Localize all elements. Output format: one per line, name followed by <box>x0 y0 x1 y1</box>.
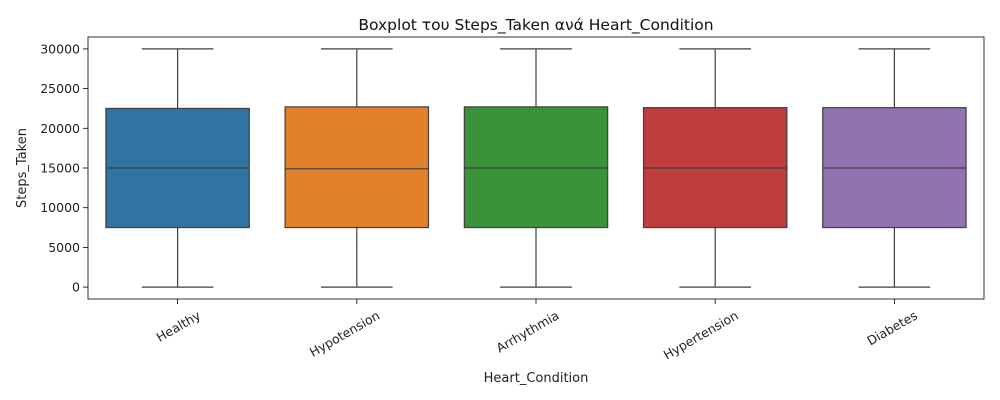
chart-title: Boxplot του Steps_Taken ανά Heart_Condit… <box>358 16 713 35</box>
box-iqr <box>463 106 609 229</box>
box-group <box>463 48 609 288</box>
y-tick-label: 10000 <box>40 200 80 215</box>
box-group <box>105 48 250 288</box>
x-tick-label: Arrhythmia <box>494 308 562 356</box>
y-axis: 0 5000 10000 15000 20000 25000 30000 <box>40 41 88 295</box>
box-group <box>822 48 967 288</box>
box-iqr <box>284 106 430 229</box>
boxes-layer <box>105 48 967 288</box>
x-axis-label: Heart_Condition <box>484 371 589 386</box>
x-axis: Healthy Hypotension Arrhythmia Hypertension… <box>154 299 920 362</box>
y-tick-label: 20000 <box>40 121 80 136</box>
y-tick-label: 15000 <box>40 161 80 176</box>
x-tick-label: Hypotension <box>307 308 382 360</box>
x-tick-label: Healthy <box>154 307 204 345</box>
y-tick-label: 30000 <box>40 41 80 56</box>
y-axis-label: Steps_Taken <box>15 128 30 208</box>
x-tick-label: Diabetes <box>864 308 920 349</box>
box-group <box>284 48 430 288</box>
x-tick-label: Hypertension <box>661 308 741 363</box>
y-tick-label: 0 <box>72 280 80 295</box>
y-tick-label: 5000 <box>48 240 80 255</box>
y-tick-label: 25000 <box>40 81 80 96</box>
box-group <box>642 48 788 288</box>
